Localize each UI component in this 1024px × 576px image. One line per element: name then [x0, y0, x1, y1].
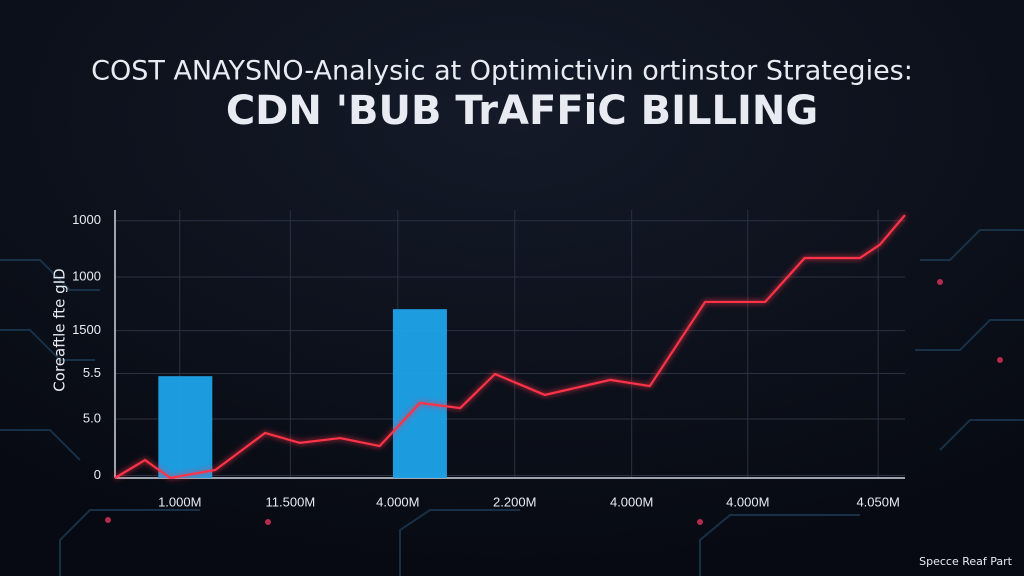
- y-tick-label: 5.5: [83, 365, 101, 380]
- y-tick-label: 1500: [72, 322, 101, 337]
- chart-subtitle: CDN 'BUB TrAFFiC BILLING: [226, 88, 818, 134]
- y-tick-label: 5.0: [83, 410, 101, 425]
- y-tick-label: 1000: [72, 268, 101, 283]
- y-tick-label: 1000: [72, 212, 101, 227]
- chart-title: COST ANAYSNO-Analysic at Optimictivin or…: [91, 56, 913, 87]
- line: [114, 214, 906, 480]
- x-tick-label: 4.000M: [610, 494, 653, 509]
- x-tick-label: 1.000M: [158, 494, 201, 509]
- circuit-decoration: [0, 229, 1024, 576]
- x-tick-label: 4.050M: [856, 494, 899, 509]
- x-tick-label: 11.500M: [266, 494, 316, 509]
- footer: Specce Reaf Part: [919, 555, 1013, 568]
- bar: [158, 376, 213, 478]
- x-tick-label: 4.000M: [726, 494, 769, 509]
- x-tick-label: 4.000M: [376, 494, 419, 509]
- y-axis-label: Coreaftle fte gID: [51, 268, 69, 391]
- bar: [392, 309, 447, 478]
- x-tick-label: 2.200M: [493, 494, 536, 509]
- y-tick-label: 0: [94, 467, 101, 482]
